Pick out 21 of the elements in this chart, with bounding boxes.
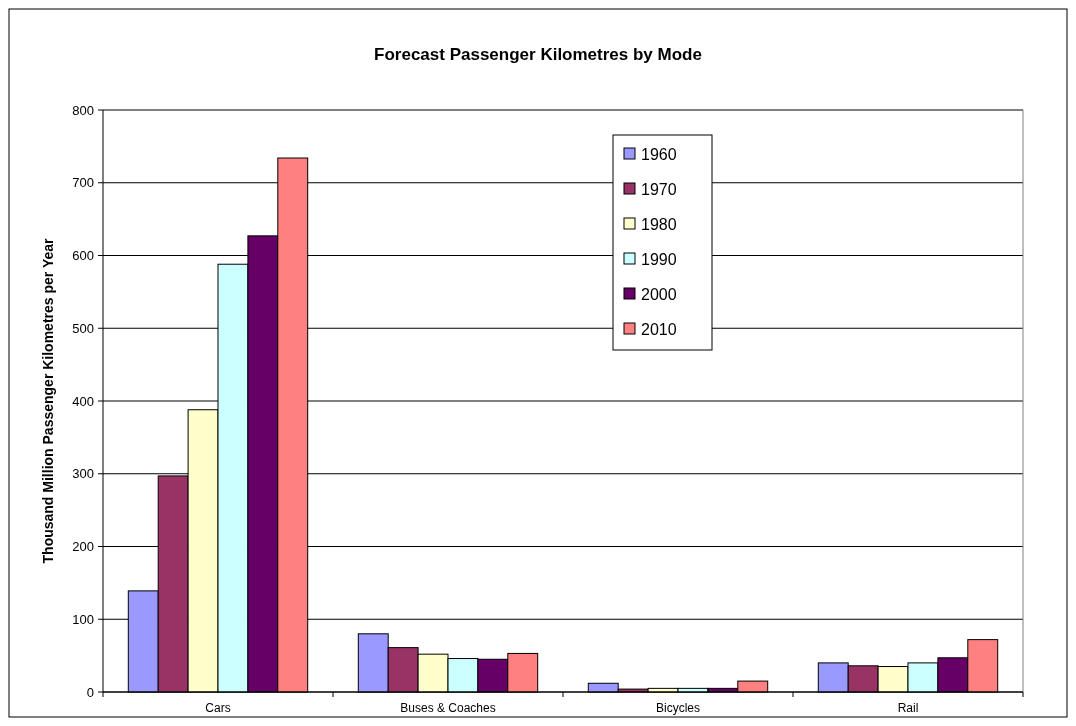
x-tick-label: Rail — [897, 701, 919, 716]
y-tick-label: 800 — [72, 102, 94, 118]
legend-label: 1970 — [641, 180, 677, 198]
y-tick-label: 0 — [86, 684, 94, 700]
y-tick-label: 400 — [72, 393, 94, 409]
legend-label: 1960 — [641, 145, 677, 163]
y-axis-title: Thousand Million Passenger Kilometres per Year — [40, 237, 56, 564]
y-tick-label: 300 — [72, 466, 94, 482]
legend-label: 1990 — [641, 250, 677, 268]
legend-label: 2010 — [641, 320, 677, 338]
chart-title: Forecast Passenger Kilometres by Mode — [374, 45, 702, 64]
x-tick-label: Buses & Coaches — [400, 701, 496, 716]
y-tick-label: 500 — [72, 320, 94, 336]
y-tick-label: 100 — [72, 611, 94, 627]
y-tick-label: 700 — [72, 175, 94, 191]
y-tick-label: 600 — [72, 248, 94, 264]
legend-label: 1980 — [641, 215, 677, 233]
x-tick-label: Cars — [205, 701, 231, 716]
x-tick-label: Bicycles — [655, 701, 701, 716]
legend-label: 2000 — [641, 285, 677, 303]
y-tick-label: 200 — [72, 539, 94, 555]
